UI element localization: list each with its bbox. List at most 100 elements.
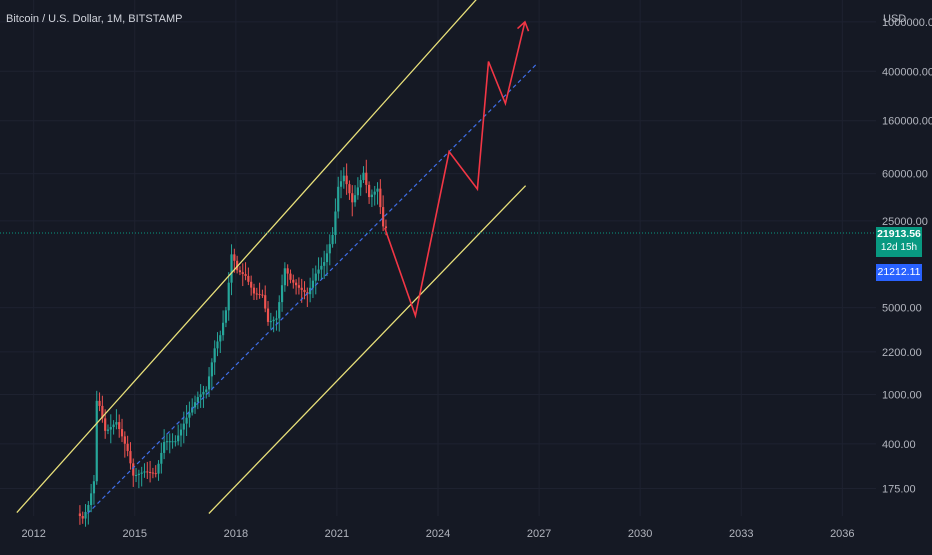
candle-body [373, 191, 376, 195]
candle-body [90, 493, 93, 506]
candle-body [379, 188, 382, 208]
candle-body [165, 441, 169, 443]
candle-body [342, 175, 345, 182]
time-tick-label: 2021 [325, 528, 349, 540]
candle-body [320, 265, 323, 270]
candle-body [261, 294, 264, 296]
candle-body [148, 471, 152, 473]
candle-body [210, 362, 213, 377]
candle-body [199, 394, 202, 398]
time-tick-label: 2015 [123, 528, 147, 540]
candle-body [182, 423, 185, 430]
candle-body [174, 441, 177, 443]
candle-body [132, 463, 135, 476]
candle-body [252, 287, 256, 294]
candle-body [143, 471, 146, 473]
candle-body [163, 442, 166, 453]
candle-body [269, 321, 272, 323]
time-tick-label: 2033 [729, 528, 753, 540]
candle-body [193, 402, 197, 408]
price-tick-label: 400000.00 [882, 66, 932, 78]
candle-body [241, 272, 244, 275]
candle-body [126, 443, 129, 452]
candle-body [337, 186, 340, 212]
candle-body [221, 322, 225, 336]
candle-body [92, 481, 96, 494]
candle-body [185, 417, 188, 424]
candle-body [255, 293, 258, 295]
candle-body [120, 429, 124, 437]
candle-body [98, 400, 101, 406]
candle-body [160, 452, 163, 464]
candle-body [118, 422, 121, 430]
price-tick-label: 400.00 [882, 439, 916, 451]
candle-body [151, 472, 155, 474]
candle-body [179, 429, 183, 436]
currency-label[interactable]: USD [883, 13, 907, 25]
time-axis[interactable]: 2012 2015 2018 2021 2024 2027 2030 2033 2036 [21, 528, 854, 540]
candle-body [207, 376, 211, 390]
candle-body [264, 295, 267, 309]
candle-body [129, 451, 132, 464]
candle-body [289, 273, 292, 280]
price-tick-label: 1000.00 [882, 389, 922, 401]
time-tick-label: 2030 [628, 528, 652, 540]
candle-body [292, 279, 295, 283]
candle-body [123, 436, 126, 444]
candle-body [101, 405, 104, 419]
candle-body [140, 472, 143, 474]
time-tick-label: 2012 [21, 528, 45, 540]
candle-body [365, 172, 368, 185]
candle-body [244, 274, 247, 276]
candle-body [137, 473, 140, 475]
candle-body [230, 254, 233, 283]
last-price-tag: 21913.56 12d 15h [876, 227, 922, 257]
candle-body [233, 254, 236, 261]
price-tick-label: 2200.00 [882, 347, 922, 359]
candle-body [370, 194, 374, 198]
candle-body [353, 195, 357, 203]
candle-body [384, 226, 388, 228]
candle-body [250, 281, 253, 288]
drawings[interactable] [16, 0, 537, 514]
candle-body [286, 268, 289, 274]
price-tick-label: 60000.00 [882, 169, 928, 181]
candle-body [311, 280, 315, 288]
bar-countdown: 12d 15h [880, 242, 918, 253]
price-tick-label: 25000.00 [882, 216, 928, 228]
candle-body [106, 429, 110, 431]
candle-body [359, 180, 362, 188]
candle-body [224, 310, 228, 323]
price-axis[interactable]: 1000000.00 400000.00 160000.00 60000.00 2500… [882, 17, 932, 496]
channel-mid-line[interactable] [87, 64, 537, 514]
candle-body [168, 441, 171, 443]
candle-body [331, 234, 334, 245]
candle-body [84, 511, 87, 519]
candle-body [115, 422, 118, 425]
candle-body [112, 424, 115, 428]
candle-body [297, 285, 301, 288]
candle-body [323, 262, 326, 266]
candle-body [109, 427, 112, 430]
candle-body [191, 407, 194, 413]
time-tick-label: 2024 [426, 528, 450, 540]
candle-body [81, 516, 84, 519]
projection-path[interactable] [384, 21, 526, 319]
candle-body [95, 400, 98, 482]
candle-body [280, 285, 284, 303]
time-tick-label: 2036 [830, 528, 854, 540]
secondary-price-tag: 21212.11 [876, 264, 922, 281]
candle-body [325, 253, 329, 263]
candle-body [275, 318, 278, 320]
channel-lower-line[interactable] [208, 185, 527, 514]
projection-arrowhead [516, 20, 530, 32]
candle-body [300, 287, 303, 290]
channel-upper-line[interactable] [16, 0, 529, 513]
candle-body [157, 463, 160, 474]
grid [0, 0, 876, 516]
candle-body [205, 389, 208, 392]
candle-body [309, 287, 312, 295]
candle-body [356, 187, 359, 196]
